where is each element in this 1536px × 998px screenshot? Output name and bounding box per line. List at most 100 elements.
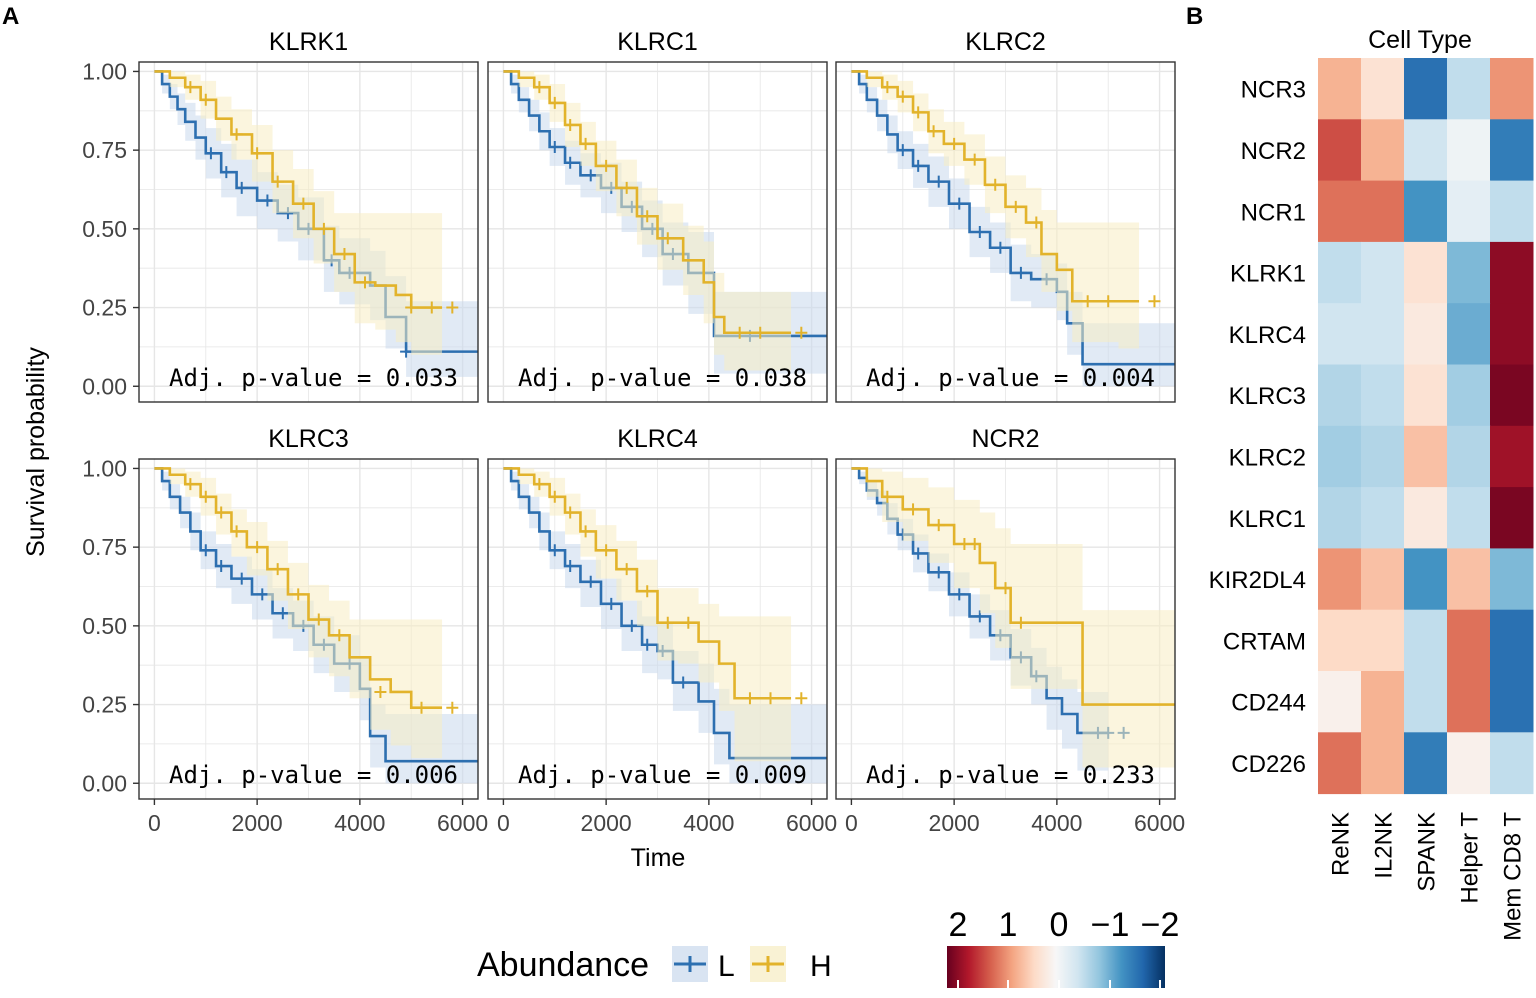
censor-mark-h (600, 544, 613, 557)
colorbar: 2 1 0 −1 −2 (947, 906, 1179, 988)
heatmap-cell (1490, 180, 1534, 243)
censor-mark-h (338, 248, 351, 261)
heatmap-cell (1404, 548, 1448, 611)
y-tick-label: 0.25 (82, 295, 127, 321)
heatmap-cell (1447, 487, 1491, 549)
censor-mark-l (204, 147, 217, 160)
x-tick-label: 0 (845, 810, 858, 836)
censor-mark-h (374, 685, 387, 698)
censor-mark-h (425, 301, 438, 314)
heatmap-cell (1318, 364, 1362, 427)
censor-mark-l (220, 166, 233, 179)
heatmap-title: Cell Type (1368, 26, 1472, 54)
plot-frame (835, 61, 1176, 403)
censor-mark-h (754, 326, 767, 339)
km-panel-klrc3: KLRC3 Adj. p-value = 0.006 0.00 0.25 0.50 0.7… (82, 425, 488, 836)
y-tick-label: 0.00 (82, 770, 127, 796)
p-value-label: Adj. p-value = 0.233 (866, 761, 1155, 789)
x-tick-label: 0 (497, 810, 510, 836)
censor-mark-h (230, 128, 243, 141)
heatmap-cell (1447, 548, 1491, 611)
heatmap-cell (1404, 364, 1448, 427)
censor-mark-l (1014, 266, 1027, 279)
censor-mark-h (333, 629, 346, 642)
heatmap-row-label: KLRC4 (1229, 322, 1306, 349)
heatmap-cell (1490, 487, 1534, 549)
heatmap-cell (1404, 487, 1448, 549)
censor-mark-h (600, 159, 613, 172)
plot-frame (487, 61, 828, 403)
colorbar-tick-label: −2 (1141, 906, 1180, 944)
heatmap-cell (1361, 609, 1405, 672)
censor-mark-h (199, 490, 212, 503)
censor-mark-l (953, 588, 966, 601)
censor-mark-h (795, 326, 808, 339)
censor-mark-h (230, 525, 243, 538)
censor-mark-h (743, 692, 756, 705)
heatmap-cell (1318, 487, 1362, 549)
censor-mark-h (661, 232, 674, 245)
censor-mark-h (548, 490, 561, 503)
heatmap-cell (1361, 241, 1405, 304)
km-panel-klrk1: KLRK1 Adj. p-value = 0.033 0.00 0.25 0.50 0.7… (82, 28, 479, 403)
censor-mark-l (276, 607, 289, 620)
x-tick-label: 2000 (581, 810, 632, 836)
censor-mark-l (912, 159, 925, 172)
heatmap-row-label: NCR1 (1241, 199, 1306, 226)
censor-mark-l (896, 144, 909, 157)
survival-curve-l (503, 467, 827, 760)
heatmap-cell (1361, 732, 1405, 795)
heatmap-cell (1447, 671, 1491, 733)
heatmap-row-label: CD244 (1231, 690, 1306, 717)
heatmap-cell (1361, 180, 1405, 243)
heatmap-cell (1447, 119, 1491, 182)
censor-mark-h (579, 137, 592, 150)
censor-mark-h (215, 506, 228, 519)
y-axis-title: Survival probability (22, 347, 50, 557)
heatmap-cell (1318, 180, 1362, 243)
censor-mark-h (1081, 295, 1094, 308)
censor-mark-l (548, 141, 561, 153)
heatmap-cell (1361, 58, 1405, 120)
censor-mark-l (973, 610, 986, 623)
censor-mark-h (932, 519, 945, 532)
heatmap-cell (1490, 609, 1534, 672)
heatmap-row-label: CD226 (1231, 751, 1306, 778)
heatmap-cell (1404, 119, 1448, 182)
heatmap-cell (1447, 609, 1491, 672)
km-panel-klrc2: KLRC2 Adj. p-value = 0.004 (835, 28, 1176, 403)
plot-frame (138, 458, 479, 800)
heatmap-cell (1404, 58, 1448, 120)
heatmap-cell (1404, 180, 1448, 243)
censor-mark-h (271, 563, 284, 576)
p-value-label: Adj. p-value = 0.006 (169, 761, 458, 789)
panel-title: KLRC1 (617, 28, 698, 56)
ci-band-h (851, 468, 1175, 768)
x-tick-label: 2000 (232, 810, 283, 836)
heatmap-cell (1447, 364, 1491, 427)
censor-mark-l (953, 197, 966, 210)
y-tick-label: 1.00 (82, 58, 127, 84)
heatmap-cell (1318, 241, 1362, 304)
censor-mark-l (973, 226, 986, 238)
x-tick-label: 4000 (1031, 810, 1082, 836)
censor-mark-h (968, 538, 981, 550)
heatmap-cell (1318, 58, 1362, 120)
heatmap-cell (1318, 671, 1362, 733)
heatmap-cell (1404, 241, 1448, 304)
censor-mark-l (199, 544, 212, 557)
y-tick-label: 0.25 (82, 692, 127, 718)
censor-mark-l (564, 156, 577, 169)
y-tick-label: 0.75 (82, 534, 127, 560)
censor-mark-h (958, 538, 971, 550)
censor-mark-h (317, 222, 330, 235)
p-value-label: Adj. p-value = 0.038 (518, 364, 807, 392)
legend: Abundance L H (477, 946, 832, 984)
censor-mark-h (620, 563, 633, 576)
censor-mark-h (548, 96, 561, 109)
p-value-label: Adj. p-value = 0.009 (518, 761, 807, 789)
heatmap-cell (1404, 303, 1448, 365)
censor-mark-l (932, 566, 945, 579)
censor-mark-h (359, 276, 371, 289)
heatmap-cell (1490, 732, 1534, 795)
